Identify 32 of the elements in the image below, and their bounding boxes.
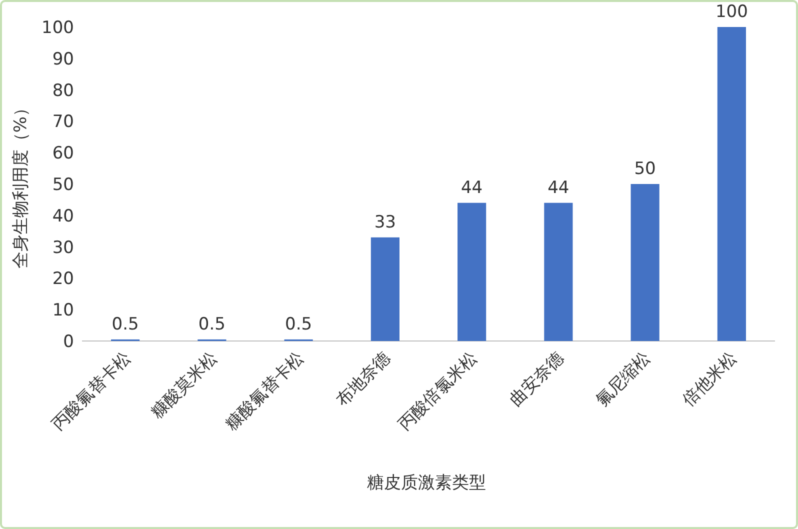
data-label: 0.5 xyxy=(198,314,226,334)
x-tick-label: 倍他米松 xyxy=(679,348,742,411)
y-tick-label: 70 xyxy=(52,112,74,132)
y-tick-label: 40 xyxy=(52,206,74,226)
x-tick-label: 氟尼缩松 xyxy=(592,348,655,411)
y-tick-label: 20 xyxy=(52,269,74,290)
x-tick-label: 布地奈德 xyxy=(332,348,395,411)
y-tick-label: 60 xyxy=(52,144,74,164)
data-label: 44 xyxy=(460,178,483,198)
bar xyxy=(717,27,746,341)
y-tick-label: 100 xyxy=(42,18,74,38)
bar xyxy=(458,202,486,341)
y-tick-label: 80 xyxy=(52,80,74,101)
x-tick-label: 糠酸氟替卡松 xyxy=(222,348,308,435)
x-axis-title: 糖皮质激素类型 xyxy=(367,473,486,493)
data-label: 100 xyxy=(715,2,748,22)
data-label: 0.5 xyxy=(112,314,139,334)
x-tick-label: 糠酸莫米松 xyxy=(147,348,222,423)
bar xyxy=(370,237,400,341)
bar xyxy=(544,202,573,341)
x-tick-label: 曲安奈德 xyxy=(506,348,568,411)
y-tick-label: 10 xyxy=(52,300,74,321)
data-label: 33 xyxy=(374,212,396,232)
data-label: 50 xyxy=(634,159,656,179)
y-tick-label: 30 xyxy=(52,238,74,258)
data-label: 44 xyxy=(548,178,570,198)
data-label: 0.5 xyxy=(285,314,312,334)
y-axis-title: 全身生物利用度（%） xyxy=(11,99,31,269)
bar xyxy=(630,184,660,341)
y-tick-label: 90 xyxy=(52,49,74,70)
y-tick-label: 50 xyxy=(52,175,74,195)
x-tick-label: 丙酸倍氯米松 xyxy=(395,348,482,435)
